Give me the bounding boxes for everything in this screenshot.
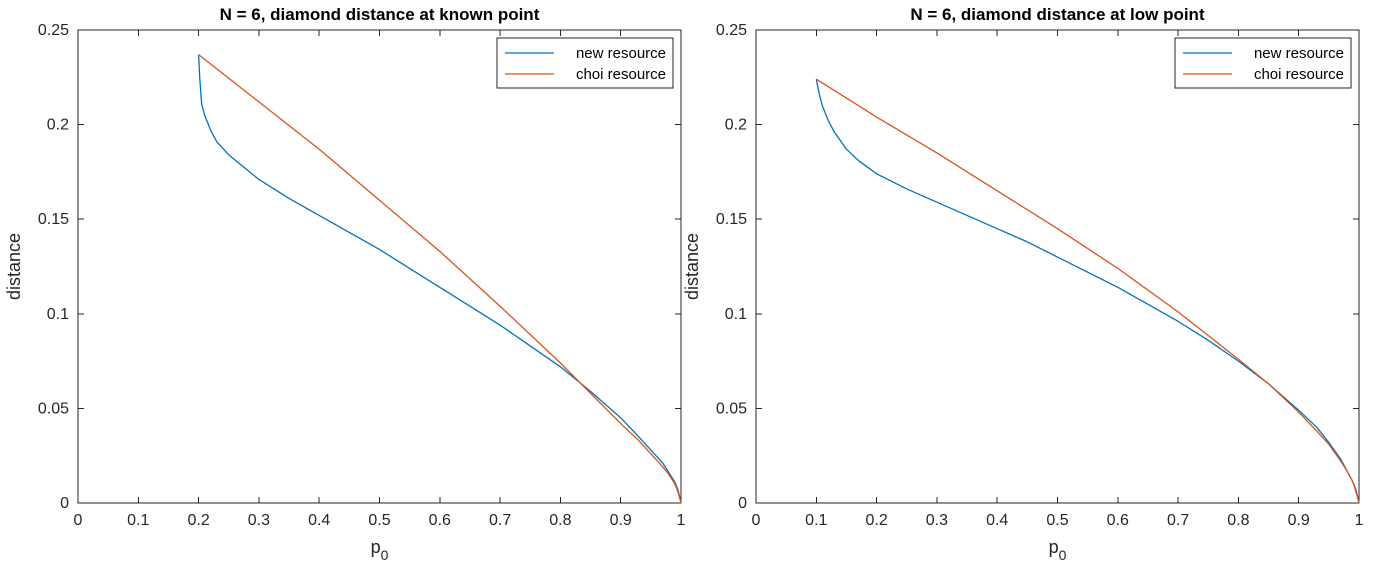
x-tick-label: 0.3 — [926, 512, 948, 529]
x-tick-label: 0.7 — [489, 512, 511, 529]
x-tick-label: 0.9 — [1288, 512, 1310, 529]
legend-entry: choi resource — [1254, 66, 1344, 83]
y-tick-label: 0 — [60, 495, 69, 512]
x-axis-label-main: p — [371, 537, 381, 557]
chart-title: N = 6, diamond distance at known point — [220, 5, 540, 24]
legend-entry: new resource — [1254, 45, 1344, 62]
y-tick-label: 0.2 — [725, 117, 747, 134]
x-tick-label: 0.8 — [549, 512, 571, 529]
x-axis-label: p0 — [371, 537, 389, 563]
x-tick-label: 0.2 — [187, 512, 209, 529]
chart-low-point: 0 0.1 0.2 0.3 0.4 0.5 0.6 0.7 0.8 0.9 1 0 0.05 0.1 0.1… — [682, 5, 1364, 563]
x-tick-label: 0.1 — [127, 512, 149, 529]
legend-entry: new resource — [576, 45, 666, 62]
y-tick-label: 0.25 — [716, 22, 747, 39]
legend-box — [1174, 37, 1352, 89]
x-tick-label: 0.3 — [248, 512, 270, 529]
series-line-choi-resource — [815, 78, 1360, 504]
y-tick-label: 0.2 — [47, 117, 69, 134]
x-axis-label: p0 — [1049, 537, 1067, 563]
y-tick-label: 0.15 — [38, 211, 69, 228]
y-tick-label: 0.05 — [38, 400, 69, 417]
axes-box — [77, 29, 682, 504]
x-tick-label: 0 — [74, 512, 83, 529]
y-axis-label: distance — [682, 233, 702, 300]
y-tick-label: 0.1 — [725, 306, 747, 323]
x-tick-label: 0.2 — [865, 512, 887, 529]
y-tick-label: 0.25 — [38, 22, 69, 39]
x-tick-label: 0.5 — [368, 512, 390, 529]
y-tick-label: 0.1 — [47, 306, 69, 323]
series-line-new-resource — [815, 79, 1360, 504]
legend-box — [496, 37, 674, 89]
x-tick-label: 0.9 — [610, 512, 632, 529]
x-tick-label: 1 — [677, 512, 686, 529]
x-tick-label: 0.4 — [308, 512, 330, 529]
x-tick-label: 0.4 — [986, 512, 1008, 529]
x-axis-label-subscript: 0 — [381, 547, 389, 563]
chart-title: N = 6, diamond distance at low point — [910, 5, 1205, 24]
x-axis-label-subscript: 0 — [1059, 547, 1067, 563]
x-tick-label: 0.7 — [1167, 512, 1189, 529]
axes-box — [755, 29, 1360, 504]
y-tick-label: 0 — [738, 495, 747, 512]
y-tick-label: 0.15 — [716, 211, 747, 228]
y-axis-label: distance — [4, 233, 24, 300]
chart-known-point: 0 0.1 0.2 0.3 0.4 0.5 0.6 0.7 0.8 0.9 1 0 0.05 0.1 0.1… — [4, 5, 686, 563]
x-tick-label: 0 — [752, 512, 761, 529]
x-tick-label: 0.6 — [1107, 512, 1129, 529]
x-tick-label: 0.1 — [805, 512, 827, 529]
legend-entry: choi resource — [576, 66, 666, 83]
x-tick-label: 1 — [1355, 512, 1364, 529]
series-line-new-resource — [197, 54, 682, 504]
y-tick-label: 0.05 — [716, 400, 747, 417]
x-tick-label: 0.8 — [1227, 512, 1249, 529]
series-line-choi-resource — [198, 54, 682, 504]
x-axis-label-main: p — [1049, 537, 1059, 557]
x-tick-label: 0.5 — [1046, 512, 1068, 529]
x-tick-label: 0.6 — [429, 512, 451, 529]
